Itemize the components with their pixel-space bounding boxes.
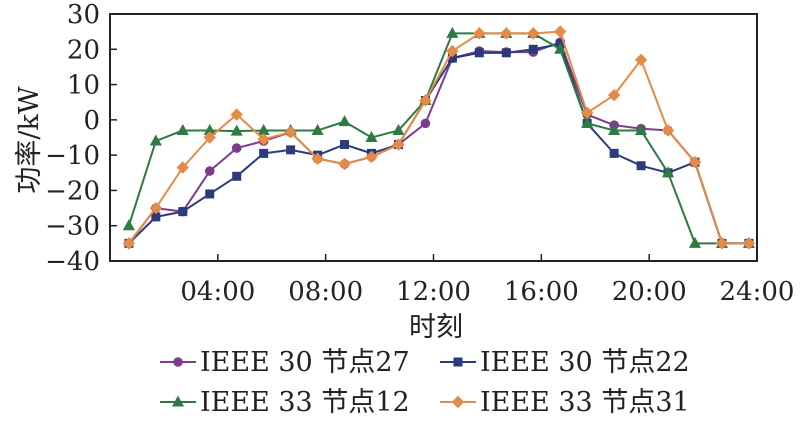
legend-label: IEEE 30 节点27 bbox=[200, 347, 410, 378]
y-tick-label: −20 bbox=[45, 176, 100, 206]
data-point bbox=[176, 123, 189, 135]
x-axis-label: 时刻 bbox=[409, 312, 463, 343]
data-point bbox=[149, 134, 162, 146]
data-point bbox=[230, 124, 243, 136]
data-point bbox=[178, 207, 188, 217]
legend-marker bbox=[453, 357, 463, 367]
x-tick-label: 04:00 bbox=[180, 277, 255, 307]
data-point bbox=[554, 42, 567, 54]
data-point bbox=[203, 131, 216, 144]
data-point bbox=[311, 123, 324, 135]
data-point bbox=[500, 27, 513, 40]
data-point bbox=[446, 26, 459, 38]
data-point bbox=[122, 237, 136, 250]
data-point bbox=[205, 189, 215, 199]
data-point bbox=[528, 44, 538, 54]
data-point bbox=[742, 237, 756, 250]
y-tick-label: 0 bbox=[83, 106, 100, 136]
data-point bbox=[338, 157, 351, 171]
data-point bbox=[581, 116, 594, 128]
data-point bbox=[446, 44, 459, 58]
data-point bbox=[365, 150, 378, 164]
legend-item: IEEE 33 节点31 bbox=[440, 387, 690, 418]
data-point bbox=[474, 48, 484, 58]
series-4 bbox=[122, 25, 756, 250]
series-line bbox=[128, 41, 749, 245]
legend-label: IEEE 33 节点12 bbox=[200, 387, 410, 418]
data-point bbox=[204, 166, 215, 176]
data-point bbox=[259, 148, 269, 158]
x-tick-label: 08:00 bbox=[288, 277, 363, 307]
y-tick-label: 20 bbox=[67, 35, 100, 65]
data-point bbox=[231, 143, 242, 153]
y-axis-ticks: 30 20 10 0 −10 −20 −30 −40 bbox=[45, 0, 117, 277]
data-point bbox=[365, 130, 378, 142]
data-point bbox=[580, 106, 594, 120]
data-point bbox=[392, 138, 405, 151]
legend-item: IEEE 33 节点12 bbox=[160, 387, 410, 418]
y-tick-label: −10 bbox=[45, 141, 100, 171]
data-point bbox=[553, 25, 567, 38]
series-line bbox=[127, 32, 749, 245]
data-point bbox=[122, 219, 135, 231]
series-3 bbox=[122, 26, 755, 248]
series-layer bbox=[122, 25, 756, 250]
data-point bbox=[340, 140, 350, 150]
data-point bbox=[230, 108, 243, 121]
y-tick-label: 10 bbox=[67, 71, 100, 101]
data-point bbox=[338, 115, 351, 127]
data-point bbox=[527, 27, 540, 40]
data-point bbox=[420, 118, 431, 129]
data-point bbox=[176, 161, 189, 174]
data-point bbox=[284, 126, 297, 139]
y-tick-label: −30 bbox=[45, 212, 100, 242]
data-point bbox=[608, 123, 621, 135]
y-tick-label: −40 bbox=[45, 247, 100, 277]
legend: IEEE 30 节点27 IEEE 30 节点22 IEEE 33 节点12 IEEE… bbox=[160, 347, 690, 418]
data-point bbox=[715, 237, 729, 250]
series-2 bbox=[124, 39, 754, 248]
data-point bbox=[392, 123, 405, 135]
data-point bbox=[473, 27, 486, 40]
y-tick-label: 30 bbox=[67, 0, 100, 30]
x-tick-label: 24:00 bbox=[720, 277, 795, 307]
data-point bbox=[636, 161, 646, 171]
x-tick-label: 16:00 bbox=[504, 277, 579, 307]
legend-marker bbox=[173, 357, 183, 367]
legend-marker bbox=[171, 395, 185, 407]
data-point bbox=[635, 123, 648, 135]
series-line bbox=[128, 30, 749, 245]
data-point bbox=[286, 145, 296, 155]
legend-item: IEEE 30 节点27 bbox=[160, 347, 410, 378]
x-tick-label: 20:00 bbox=[612, 277, 687, 307]
data-point bbox=[607, 88, 621, 102]
data-point bbox=[609, 148, 619, 158]
x-axis-ticks: 04:00 08:00 12:00 16:00 20:00 24:00 bbox=[180, 254, 794, 307]
legend-item: IEEE 30 节点22 bbox=[440, 347, 690, 378]
y-axis-label: 功率/kW bbox=[14, 86, 45, 193]
data-point bbox=[688, 155, 702, 169]
data-point bbox=[688, 236, 702, 248]
x-tick-label: 12:00 bbox=[396, 277, 471, 307]
data-point bbox=[419, 94, 432, 107]
data-point bbox=[149, 201, 163, 215]
data-point bbox=[661, 166, 675, 178]
legend-marker bbox=[451, 395, 465, 409]
data-point bbox=[311, 152, 324, 165]
data-point bbox=[232, 171, 242, 181]
data-point bbox=[634, 53, 648, 67]
data-point bbox=[661, 124, 675, 137]
legend-label: IEEE 33 节点31 bbox=[480, 387, 690, 418]
legend-label: IEEE 30 节点22 bbox=[480, 347, 690, 378]
data-point bbox=[257, 133, 270, 146]
data-point bbox=[501, 48, 511, 58]
